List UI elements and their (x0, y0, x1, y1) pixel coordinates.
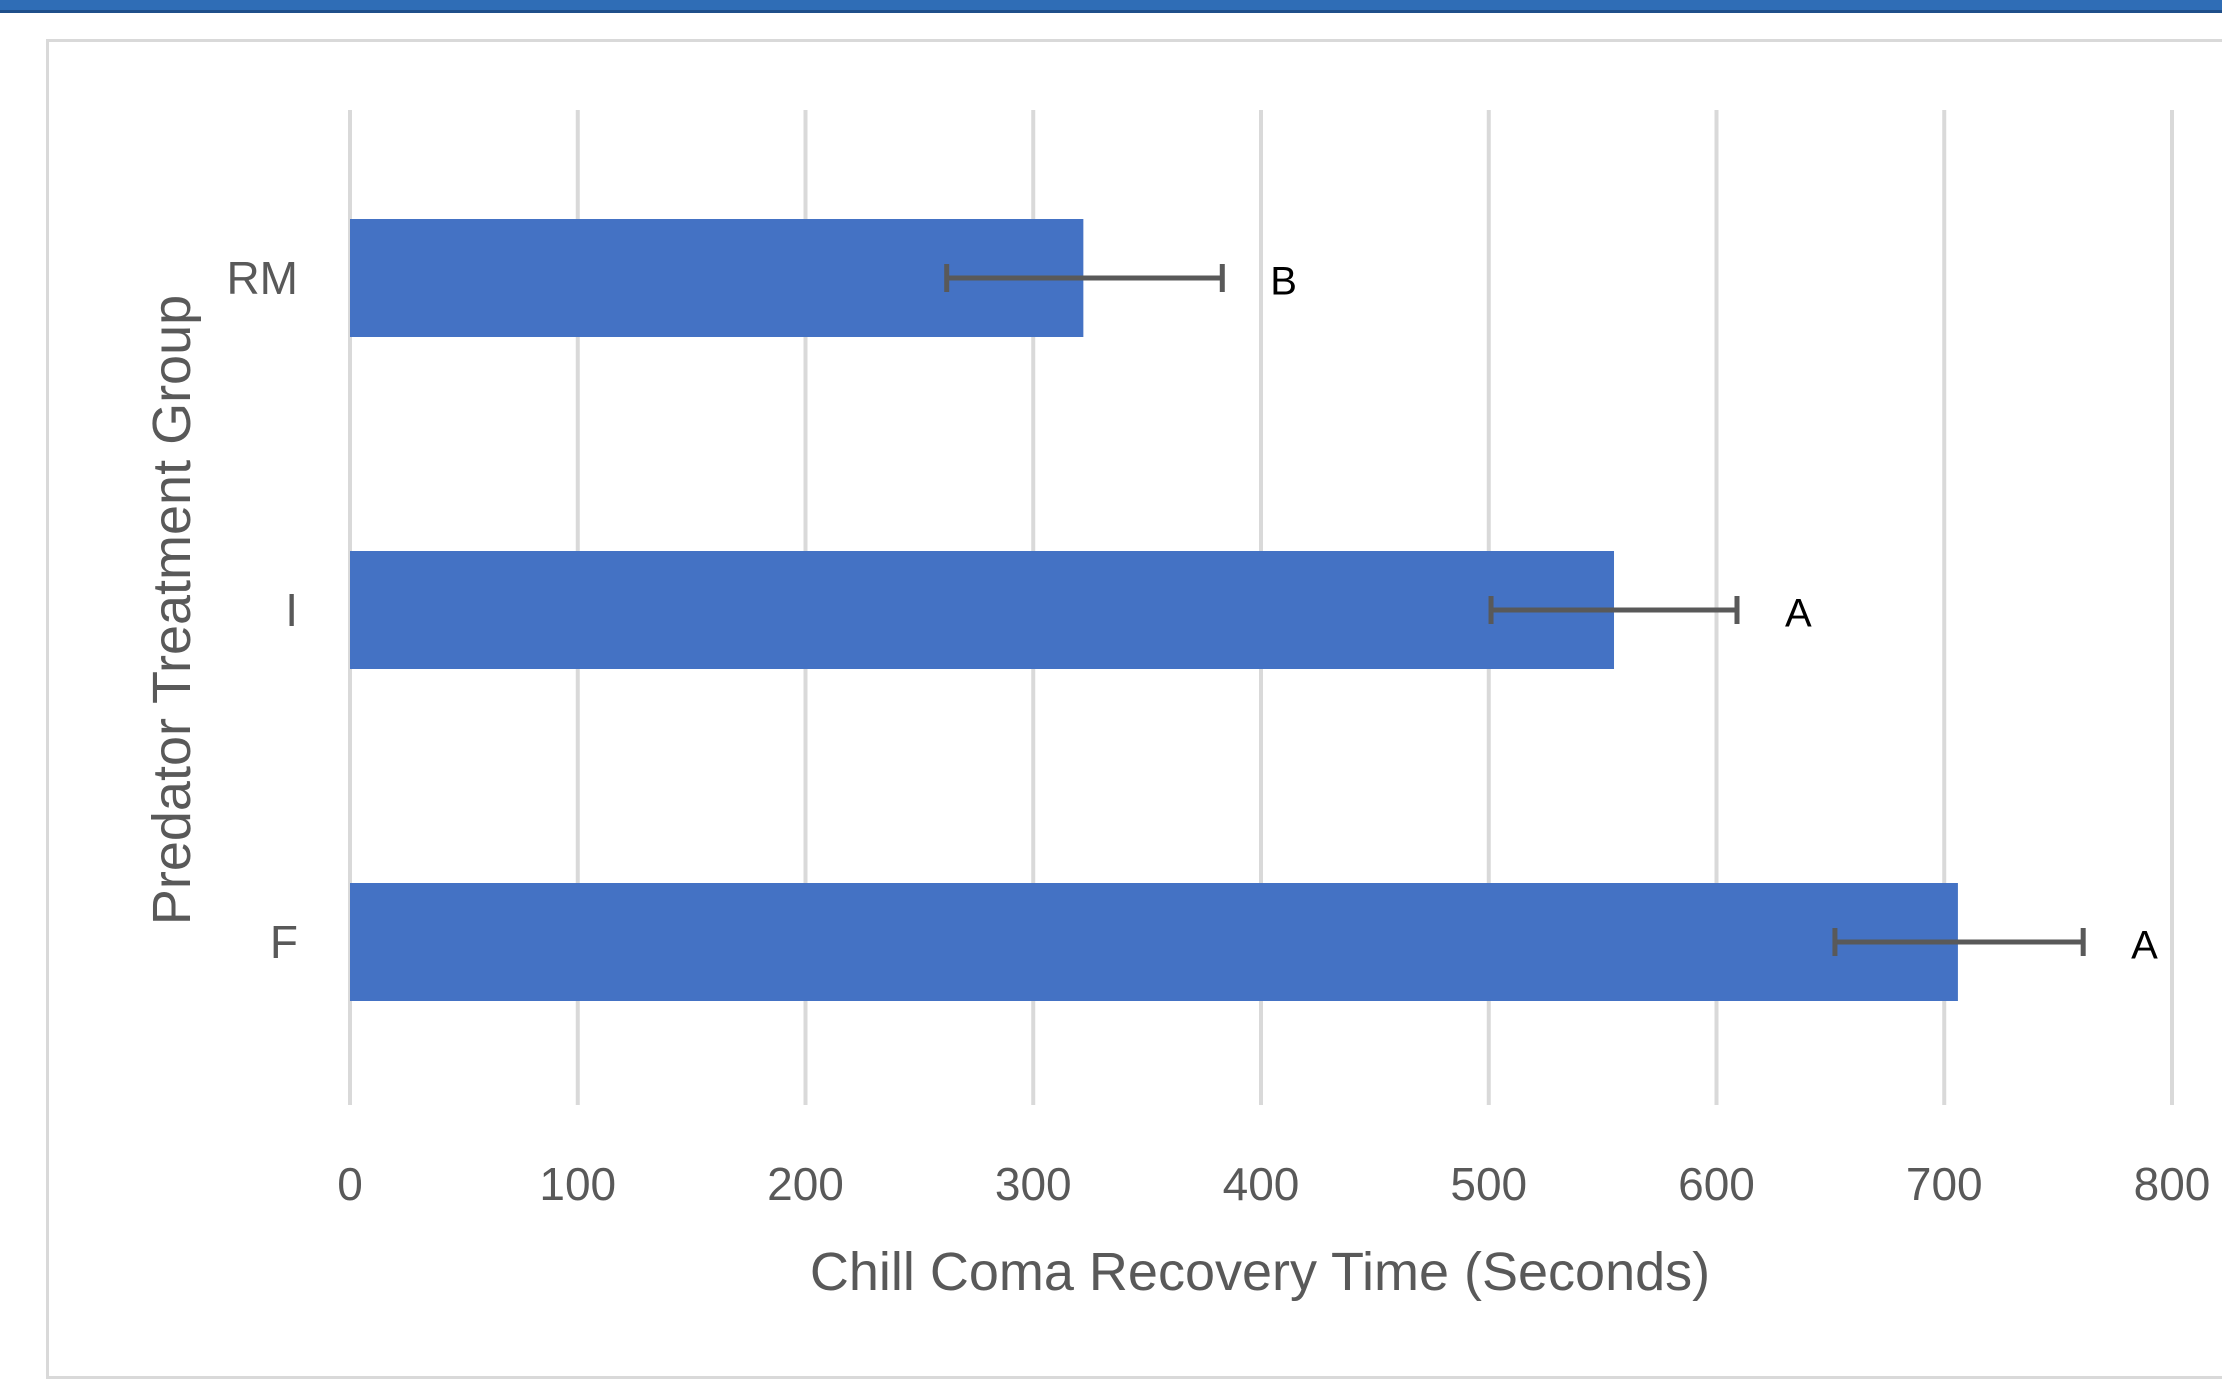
x-tick-label-0: 0 (337, 1158, 363, 1210)
x-tick-label-300: 300 (995, 1158, 1072, 1210)
x-tick-label-600: 600 (1678, 1158, 1755, 1210)
x-tick-label-700: 700 (1906, 1158, 1983, 1210)
x-tick-label-200: 200 (767, 1158, 844, 1210)
window-top-strip (0, 0, 2222, 13)
significance-letter-f: A (2131, 924, 2158, 968)
significance-letter-rm: B (1270, 260, 1297, 304)
y-category-labels: RM I F (226, 252, 298, 968)
significance-letters: B A A (1270, 260, 2158, 968)
y-category-label-f: F (270, 916, 298, 968)
x-axis-title: Chill Coma Recovery Time (Seconds) (810, 1242, 1710, 1302)
x-tick-label-500: 500 (1450, 1158, 1527, 1210)
y-category-label-i: I (285, 584, 298, 636)
y-category-label-rm: RM (226, 252, 298, 304)
x-tick-labels: 0 100 200 300 400 500 600 700 800 (337, 1158, 2210, 1210)
significance-letter-i: A (1785, 592, 1812, 636)
x-tick-label-800: 800 (2134, 1158, 2211, 1210)
bar-i (350, 551, 1615, 669)
bar-f (350, 883, 1958, 1001)
x-tick-label-400: 400 (1223, 1158, 1300, 1210)
y-axis-title: Predator Treatment Group (142, 295, 202, 925)
x-tick-label-100: 100 (539, 1158, 616, 1210)
error-bars (944, 264, 2086, 956)
